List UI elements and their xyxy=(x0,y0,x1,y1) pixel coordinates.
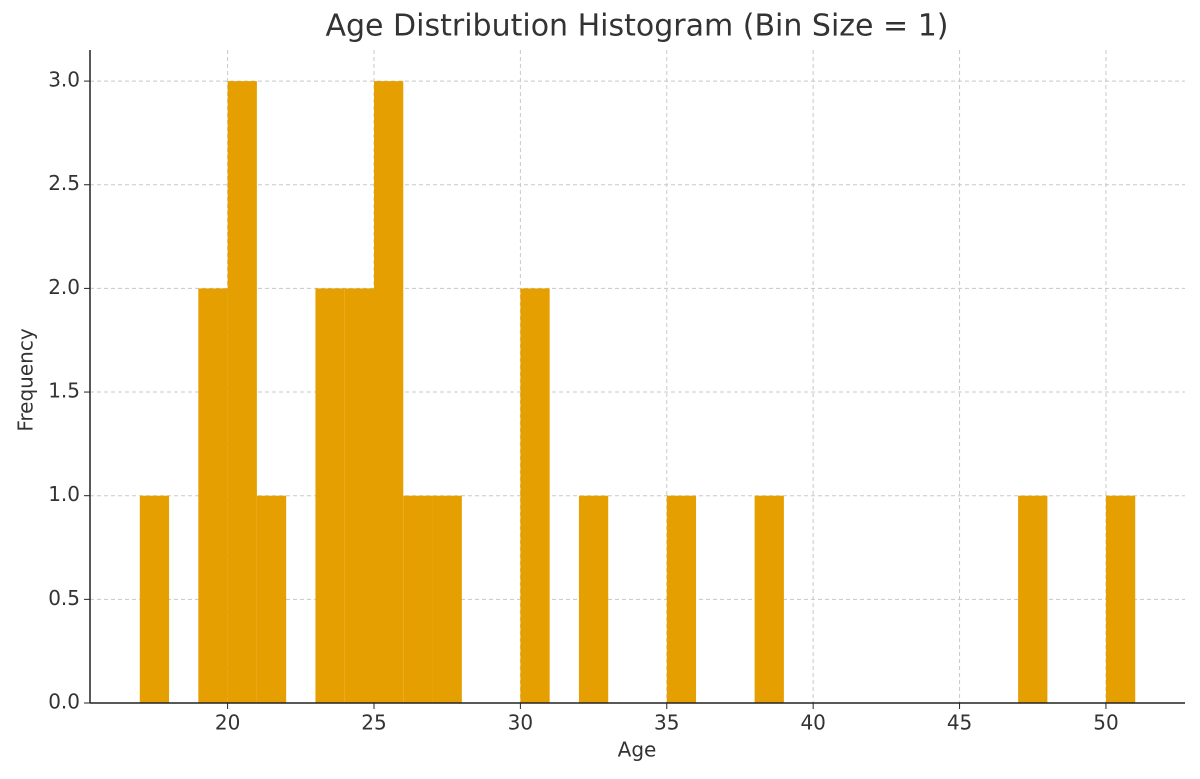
bar xyxy=(520,288,550,703)
x-axis-label: Age xyxy=(618,738,657,762)
bar xyxy=(1105,495,1136,703)
x-tick-label: 50 xyxy=(1093,711,1118,735)
bar xyxy=(578,495,609,703)
bar xyxy=(256,495,287,703)
y-tick-label: 1.0 xyxy=(48,482,80,506)
y-axis-label: Frequency xyxy=(14,328,38,431)
bar xyxy=(666,495,697,703)
x-tick-label: 45 xyxy=(947,711,972,735)
chart-title: Age Distribution Histogram (Bin Size = 1… xyxy=(325,9,948,44)
x-tick-label: 40 xyxy=(800,711,825,735)
bar xyxy=(198,288,228,703)
bar xyxy=(432,495,462,703)
bar xyxy=(403,495,433,703)
bar xyxy=(139,495,170,703)
y-tick-label: 0.5 xyxy=(48,586,80,610)
x-tick-label: 30 xyxy=(508,711,533,735)
y-tick-label: 2.5 xyxy=(48,171,80,195)
bar xyxy=(1018,495,1048,703)
bar xyxy=(227,81,257,704)
bar xyxy=(315,288,345,703)
y-tick-label: 0.0 xyxy=(48,690,80,714)
y-tick-label: 2.0 xyxy=(48,275,80,299)
x-tick-label: 35 xyxy=(654,711,679,735)
y-tick-label: 1.5 xyxy=(48,379,80,403)
bar xyxy=(344,288,374,703)
bar xyxy=(754,495,784,703)
bar xyxy=(373,81,404,704)
x-tick-label: 25 xyxy=(361,711,386,735)
x-tick-label: 20 xyxy=(215,711,240,735)
y-tick-label: 3.0 xyxy=(48,68,80,92)
